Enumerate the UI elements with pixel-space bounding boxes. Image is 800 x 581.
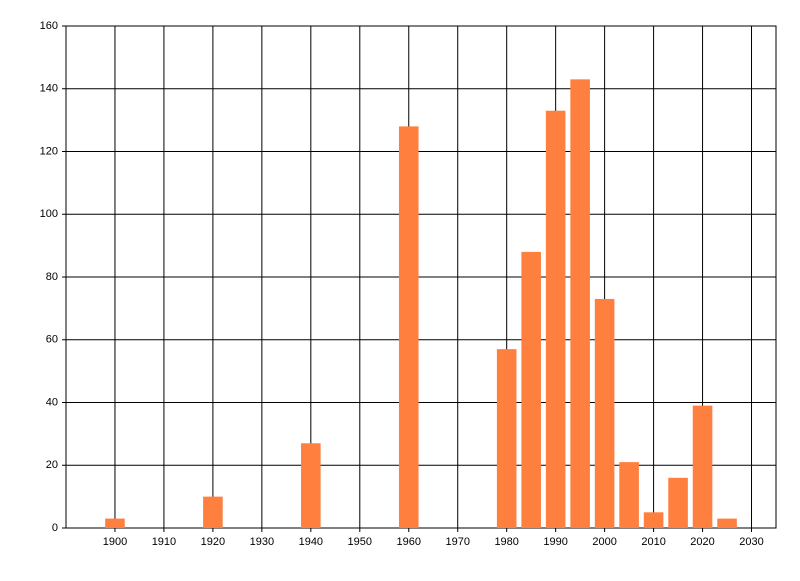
x-tick-label: 2000 — [592, 536, 616, 548]
y-tick-label: 60 — [46, 334, 58, 346]
x-tick-label: 2010 — [641, 536, 665, 548]
bar — [717, 518, 737, 528]
x-tick-label: 1920 — [201, 536, 225, 548]
bar — [619, 462, 639, 528]
bar — [203, 496, 223, 528]
x-tick-label: 1930 — [250, 536, 274, 548]
y-tick-label: 160 — [40, 20, 58, 32]
bar — [398, 126, 419, 529]
x-tick-label: 2020 — [690, 536, 714, 548]
x-tick-label: 1910 — [152, 536, 176, 548]
y-tick-label: 120 — [40, 145, 58, 157]
bar — [521, 251, 541, 528]
x-tick-label: 1940 — [299, 536, 323, 548]
bar — [668, 477, 688, 528]
plot-border — [65, 25, 777, 529]
bar — [692, 405, 713, 528]
bar — [594, 298, 615, 528]
x-tick-label: 1960 — [397, 536, 421, 548]
x-tick-label: 1990 — [543, 536, 567, 548]
y-tick-label: 40 — [46, 396, 58, 408]
bar — [105, 518, 125, 528]
y-tick-label: 20 — [46, 459, 58, 471]
x-tick-label: 1900 — [103, 536, 127, 548]
y-tick-label: 100 — [40, 208, 58, 220]
y-tick-label: 80 — [46, 271, 58, 283]
x-tick-label: 2030 — [739, 536, 763, 548]
x-tick-label: 1980 — [494, 536, 518, 548]
bar — [496, 349, 517, 528]
bar — [570, 79, 590, 529]
x-tick-label: 1950 — [348, 536, 372, 548]
y-tick-label: 0 — [52, 522, 58, 534]
x-tick-label: 1970 — [445, 536, 469, 548]
bar — [643, 512, 664, 528]
y-tick-label: 140 — [40, 83, 58, 95]
bar — [545, 110, 566, 529]
bar — [301, 443, 321, 528]
